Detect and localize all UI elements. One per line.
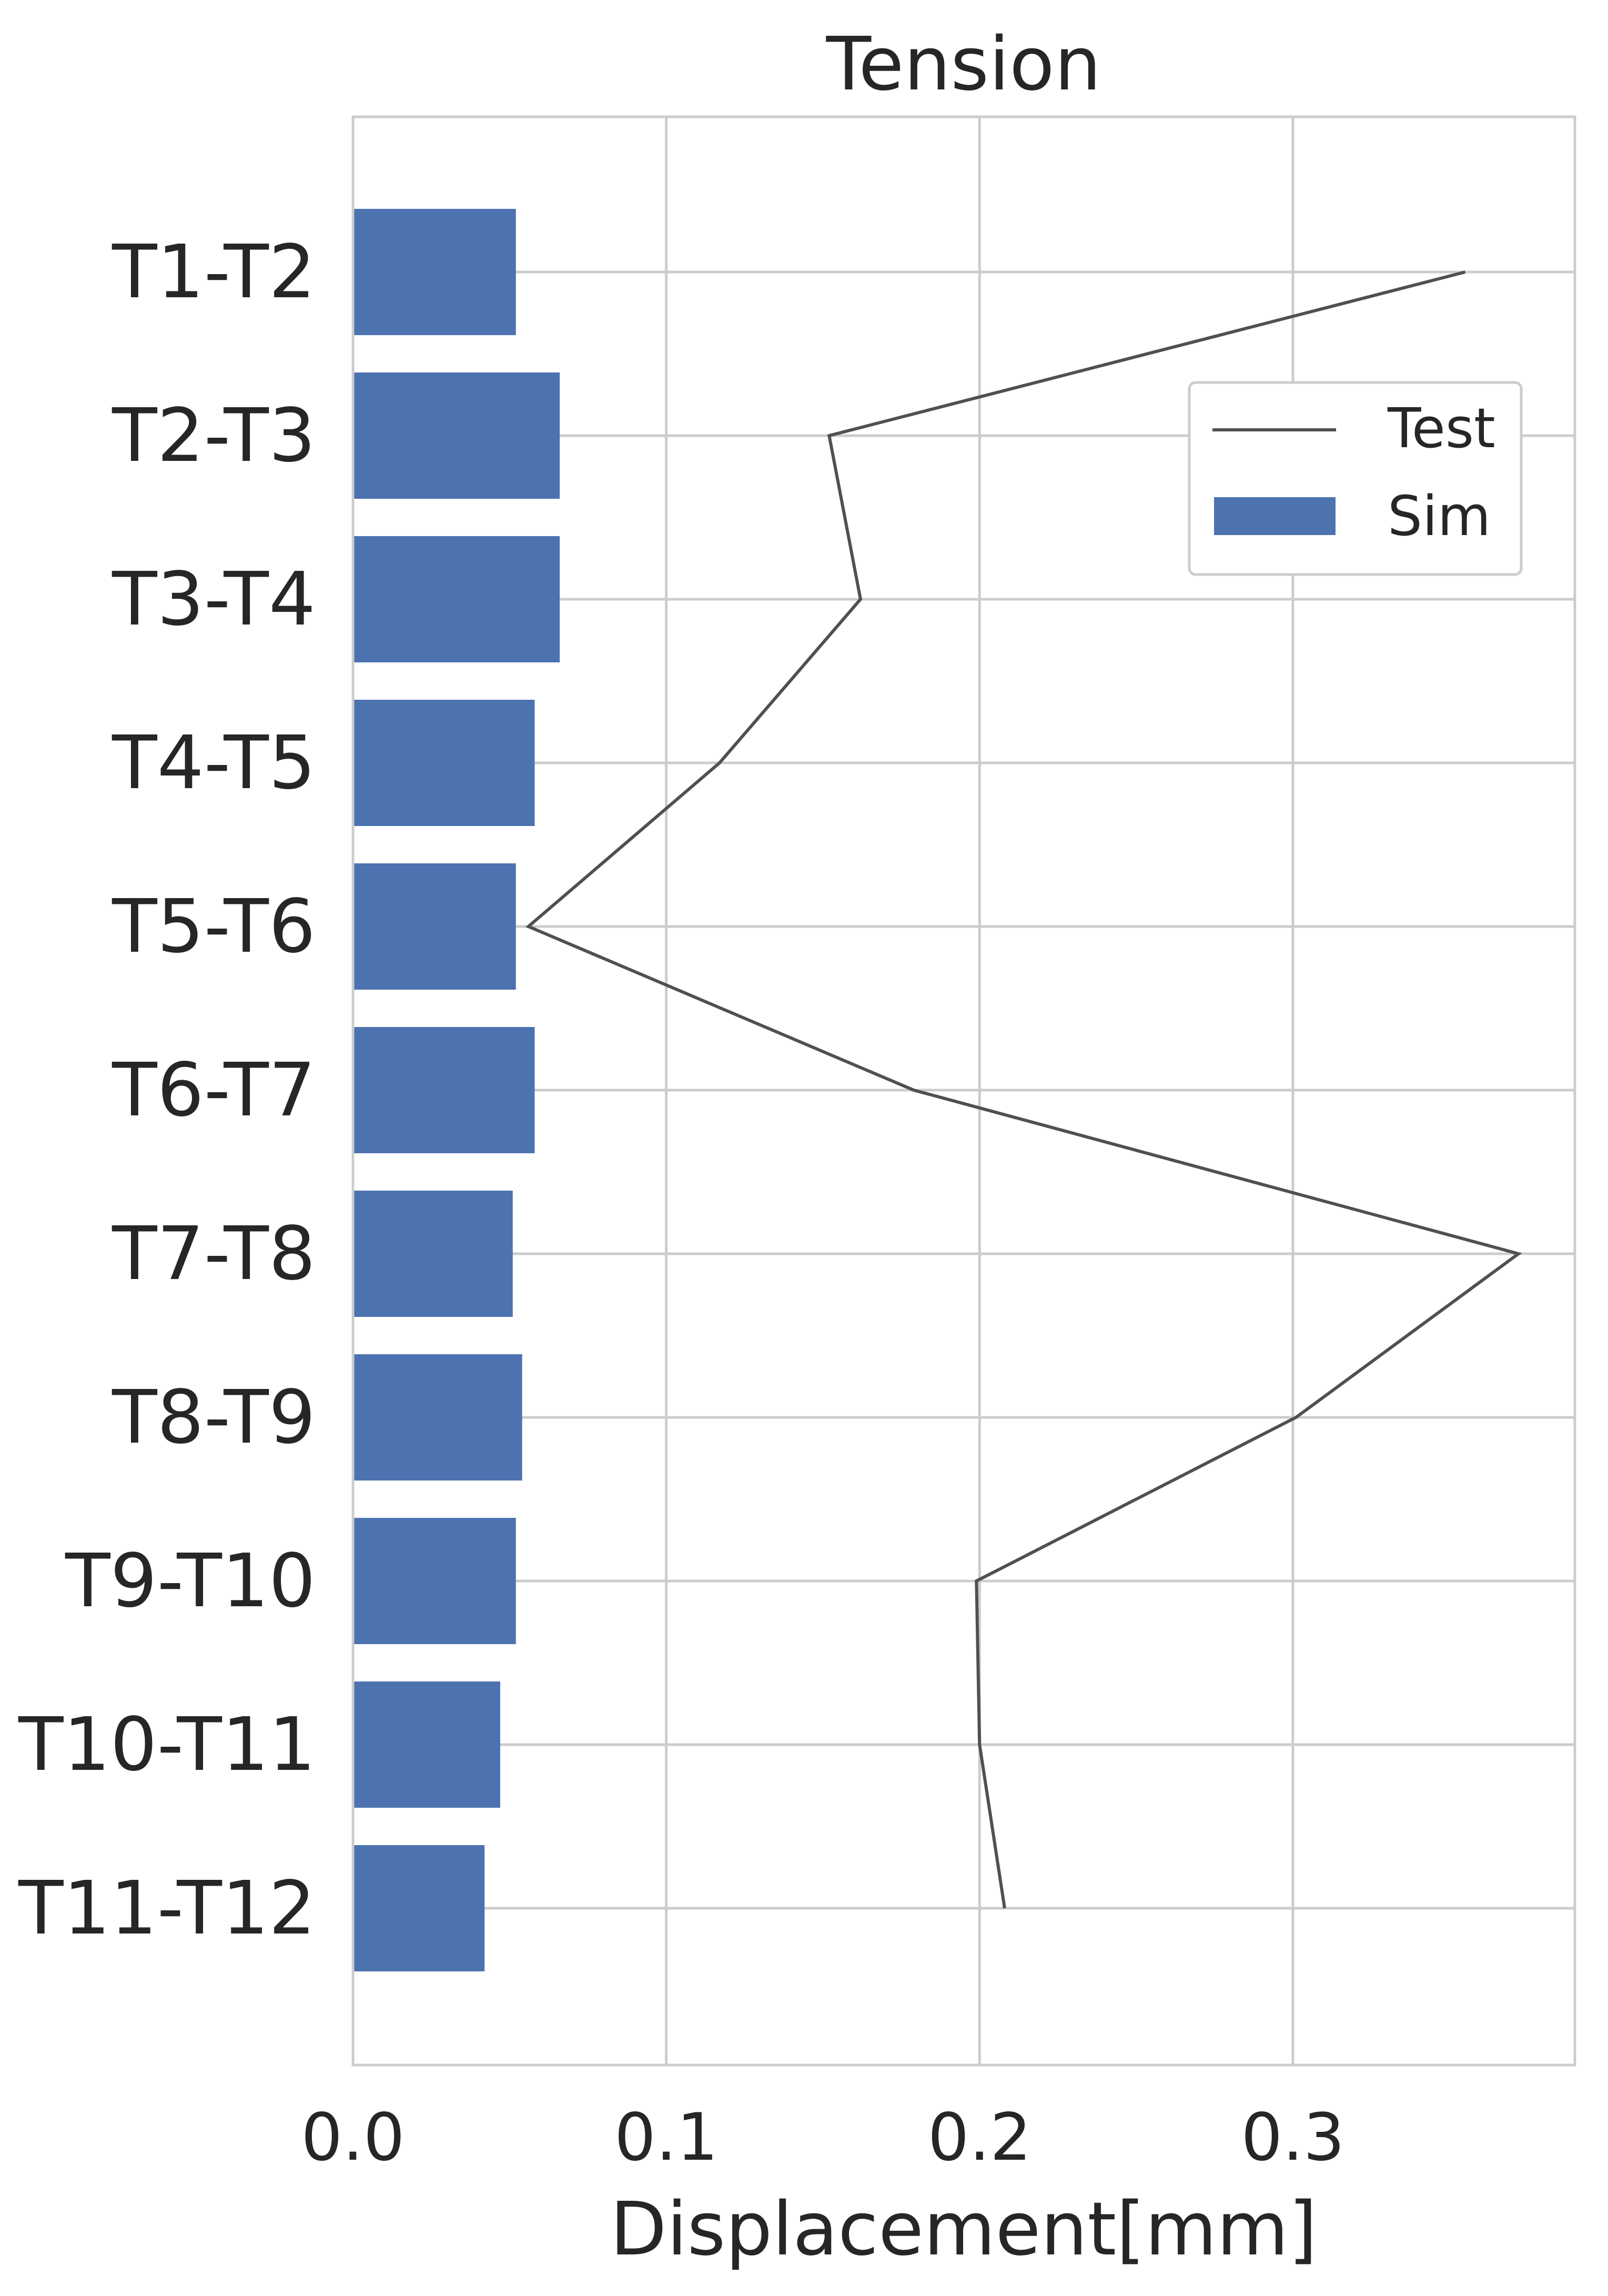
sim-bar [353,372,560,499]
y-tick-label: T2-T3 [112,393,316,479]
legend-sim-label: Sim [1388,484,1491,548]
x-tick-label: 0.3 [1241,2100,1344,2176]
sim-bar [353,536,560,662]
x-tick-label: 0.1 [614,2100,718,2176]
y-tick-label: T4-T5 [112,720,316,806]
legend: Test Sim [1188,381,1523,576]
test-line [525,270,1522,1909]
legend-sim-swatch-icon [1214,497,1336,535]
y-tick-label: T5-T6 [112,884,316,970]
y-tick-label: T6-T7 [112,1048,316,1133]
y-tick-label: T7-T8 [112,1211,316,1297]
sim-bar [353,700,535,826]
plot-frame [351,115,1576,2067]
sim-bar [353,863,516,990]
x-axis-title: Displacement[mm] [610,2187,1317,2272]
y-tick-labels: T1-T2 T2-T3 T3-T4 T4-T5 T5-T6 T6-T7 T7-T8 T8-T9… [18,229,316,1951]
x-tick-label: 0.2 [928,2100,1031,2176]
sim-bar [353,1354,522,1481]
legend-test-label: Test [1387,396,1495,460]
chart-title: Tension [826,22,1101,107]
y-tick-label: T10-T11 [18,1702,316,1788]
y-tick-label: T8-T9 [112,1375,316,1461]
sim-bar [353,1681,500,1808]
sim-bar [353,1191,513,1317]
sim-bar [353,209,516,335]
y-tick-label: T9-T10 [65,1538,316,1624]
y-tick-label: T1-T2 [112,229,316,315]
sim-bar [353,1027,535,1153]
test-series [525,270,1522,1909]
sim-bar [353,1845,485,1971]
bars [353,209,560,1971]
x-tick-labels: 0.0 0.1 0.2 0.3 [301,2100,1344,2176]
x-tick-label: 0.0 [301,2100,404,2176]
sim-bar [353,1518,516,1644]
y-tick-label: T11-T12 [18,1866,316,1951]
y-tick-label: T3-T4 [112,557,316,642]
